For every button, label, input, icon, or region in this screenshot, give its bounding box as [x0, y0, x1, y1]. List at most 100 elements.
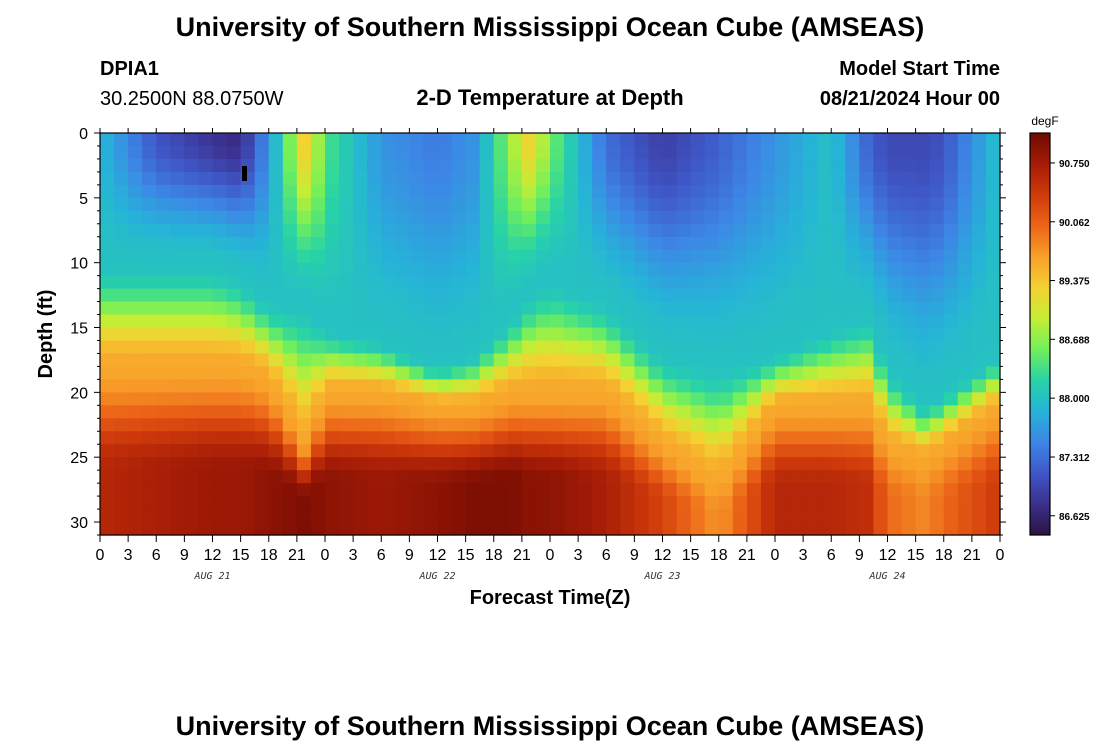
heatmap-cell	[423, 470, 439, 484]
heatmap-cell	[915, 327, 931, 342]
heatmap-cell	[775, 288, 790, 303]
heatmap-cell	[521, 236, 537, 251]
heatmap-cell	[746, 171, 762, 186]
heatmap-cell	[367, 470, 382, 484]
heatmap-cell	[268, 379, 284, 393]
heatmap-cell	[226, 262, 242, 277]
heatmap-cell	[550, 470, 565, 484]
heatmap-cell	[156, 133, 171, 147]
heatmap-cell	[451, 288, 467, 303]
heatmap-cell	[465, 327, 481, 342]
heatmap-cell	[676, 366, 692, 380]
heatmap-cell	[676, 457, 692, 471]
heatmap-cell	[535, 171, 551, 186]
heatmap-cell	[310, 405, 326, 419]
heatmap-cell	[142, 509, 157, 523]
heatmap-cell	[971, 418, 987, 432]
heatmap-cell	[929, 236, 945, 251]
heatmap-cell	[606, 470, 621, 484]
heatmap-cell	[437, 379, 453, 393]
heatmap-cell	[550, 522, 565, 536]
heatmap-cell	[535, 496, 551, 510]
heatmap-cell	[226, 418, 242, 432]
heatmap-cell	[690, 509, 706, 523]
heatmap-cell	[915, 366, 931, 380]
heatmap-cell	[873, 158, 889, 173]
heatmap-cell	[634, 133, 650, 147]
heatmap-cell	[423, 288, 439, 303]
heatmap-cell	[310, 379, 326, 393]
heatmap-cell	[282, 288, 298, 303]
heatmap-cell	[803, 171, 818, 186]
heatmap-cell	[100, 483, 115, 497]
colorbar-ticks: 90.75090.06289.37588.68888.00087.31286.6…	[1050, 159, 1090, 523]
heatmap-cell	[142, 353, 157, 368]
heatmap-cell	[620, 223, 635, 238]
heatmap-cell	[746, 288, 762, 303]
heatmap-cell	[451, 483, 467, 497]
heatmap-cell	[704, 236, 720, 251]
heatmap-cell	[957, 262, 973, 277]
heatmap-cell	[142, 171, 157, 186]
heatmap-cell	[985, 418, 1001, 432]
heatmap-cell	[296, 145, 312, 160]
heatmap-cell	[746, 405, 762, 419]
heatmap-cell	[971, 379, 987, 393]
heatmap-cell	[282, 418, 298, 432]
heatmap-cell	[859, 418, 875, 432]
x-tick-label: 6	[602, 547, 611, 564]
heatmap-cell	[240, 223, 256, 238]
heatmap-cell	[817, 158, 832, 173]
heatmap-cell	[282, 262, 298, 277]
heatmap-cell	[212, 457, 228, 471]
heatmap-cell	[409, 444, 425, 458]
heatmap-cell	[212, 392, 228, 406]
heatmap-cell	[578, 171, 593, 186]
heatmap-cell	[381, 470, 396, 484]
heatmap-cell	[142, 366, 157, 380]
heatmap-cell	[226, 353, 242, 368]
heatmap-cell	[282, 301, 298, 316]
heatmap-cell	[746, 301, 762, 316]
heatmap-cell	[465, 236, 481, 251]
heatmap-cell	[789, 340, 804, 355]
heatmap-cell	[395, 379, 410, 393]
heatmap-cell	[409, 392, 425, 406]
heatmap-cell	[296, 327, 312, 342]
heatmap-cell	[957, 223, 973, 238]
heatmap-cell	[170, 431, 185, 445]
heatmap-cell	[437, 223, 453, 238]
heatmap-cell	[634, 522, 650, 536]
heatmap-cell	[915, 236, 931, 251]
heatmap-cell	[507, 133, 523, 147]
heatmap-cell	[873, 522, 889, 536]
heatmap-cell	[437, 262, 453, 277]
heatmap-cell	[803, 301, 818, 316]
heatmap-cell	[957, 405, 973, 419]
heatmap-cell	[957, 327, 973, 342]
heatmap-cell	[170, 340, 185, 355]
heatmap-cell	[690, 444, 706, 458]
heatmap-cell	[282, 379, 298, 393]
heatmap-cell	[114, 236, 129, 251]
heatmap-cell	[732, 366, 748, 380]
heatmap-cell	[142, 522, 157, 536]
day-label: AUG 22	[418, 571, 455, 582]
x-tick-label: 9	[405, 547, 414, 564]
heatmap-cell	[212, 509, 228, 523]
heatmap-cell	[859, 509, 875, 523]
heatmap-cell	[170, 405, 185, 419]
heatmap-cell	[760, 418, 776, 432]
heatmap-cell	[156, 522, 171, 536]
heatmap-cell	[887, 353, 903, 368]
heatmap-cell	[718, 145, 734, 160]
heatmap-cell	[226, 470, 242, 484]
heatmap-cell	[451, 470, 467, 484]
heatmap-cell	[409, 405, 425, 419]
heatmap-cell	[156, 353, 171, 368]
heatmap-cell	[592, 210, 607, 225]
heatmap-cell	[423, 379, 439, 393]
heatmap-cell	[564, 379, 579, 393]
heatmap-cell	[493, 288, 509, 303]
heatmap-cell	[803, 522, 818, 536]
